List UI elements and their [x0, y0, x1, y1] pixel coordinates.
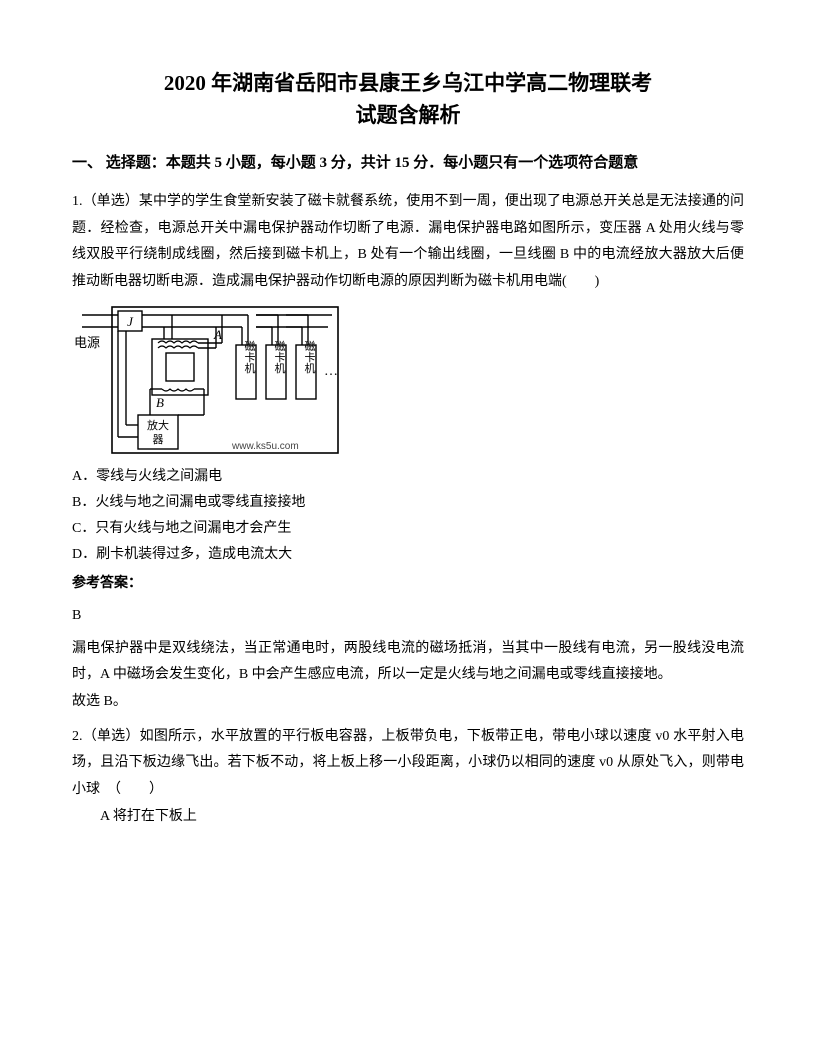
- page-title: 2020 年湖南省岳阳市县康王乡乌江中学高二物理联考 试题含解析: [72, 68, 744, 131]
- q1-circuit-diagram: J 电源 A B: [72, 305, 744, 455]
- title-line-2: 试题含解析: [72, 100, 744, 132]
- title-line-1: 2020 年湖南省岳阳市县康王乡乌江中学高二物理联考: [72, 68, 744, 100]
- q1-stem: 1.（单选）某中学的学生食堂新安装了磁卡就餐系统，使用不到一周，便出现了电源总开…: [72, 189, 744, 295]
- q1-option-d: D．刷卡机装得过多，造成电流太大: [72, 543, 744, 567]
- label-J: J: [127, 314, 134, 329]
- q1-answer: B: [72, 603, 744, 630]
- svg-text:磁卡机: 磁卡机: [243, 341, 256, 374]
- label-source: 电源: [74, 335, 100, 350]
- card-reader-3: 磁卡机: [296, 341, 316, 400]
- q1-option-c: C．只有火线与地之间漏电才会产生: [72, 517, 744, 541]
- label-amp-1: 放大: [147, 418, 169, 432]
- question-1: 1.（单选）某中学的学生食堂新安装了磁卡就餐系统，使用不到一周，便出现了电源总开…: [72, 189, 744, 716]
- answer-label: 参考答案：: [72, 571, 744, 598]
- q1-option-b: B．火线与地之间漏电或零线直接接地: [72, 491, 744, 515]
- q1-options: A．零线与火线之间漏电 B．火线与地之间漏电或零线直接接地 C．只有火线与地之间…: [72, 465, 744, 566]
- q2-stem: 2.（单选）如图所示，水平放置的平行板电容器，上板带负电，下板带正电，带电小球以…: [72, 724, 744, 804]
- q1-explanation-end: 故选 B。: [72, 689, 744, 716]
- card-reader-1: 磁卡机: [236, 341, 256, 400]
- q1-explanation: 漏电保护器中是双线绕法，当正常通电时，两股线电流的磁场抵消，当其中一股线有电流，…: [72, 636, 744, 689]
- card-reader-2: 磁卡机: [266, 341, 286, 400]
- q2-option-a: A 将打在下板上: [72, 805, 744, 829]
- question-2: 2.（单选）如图所示，水平放置的平行板电容器，上板带负电，下板带正电，带电小球以…: [72, 724, 744, 830]
- section-heading: 一、 选择题：本题共 5 小题，每小题 3 分，共计 15 分．每小题只有一个选…: [72, 151, 744, 175]
- svg-text:磁卡机: 磁卡机: [303, 341, 316, 374]
- label-dots: …: [324, 364, 338, 379]
- label-B: B: [156, 395, 164, 410]
- q1-option-a: A．零线与火线之间漏电: [72, 465, 744, 489]
- svg-text:磁卡机: 磁卡机: [273, 341, 286, 374]
- watermark-url: www.ks5u.com: [231, 441, 299, 452]
- label-A: A: [213, 327, 222, 342]
- label-amp-2: 器: [153, 433, 164, 446]
